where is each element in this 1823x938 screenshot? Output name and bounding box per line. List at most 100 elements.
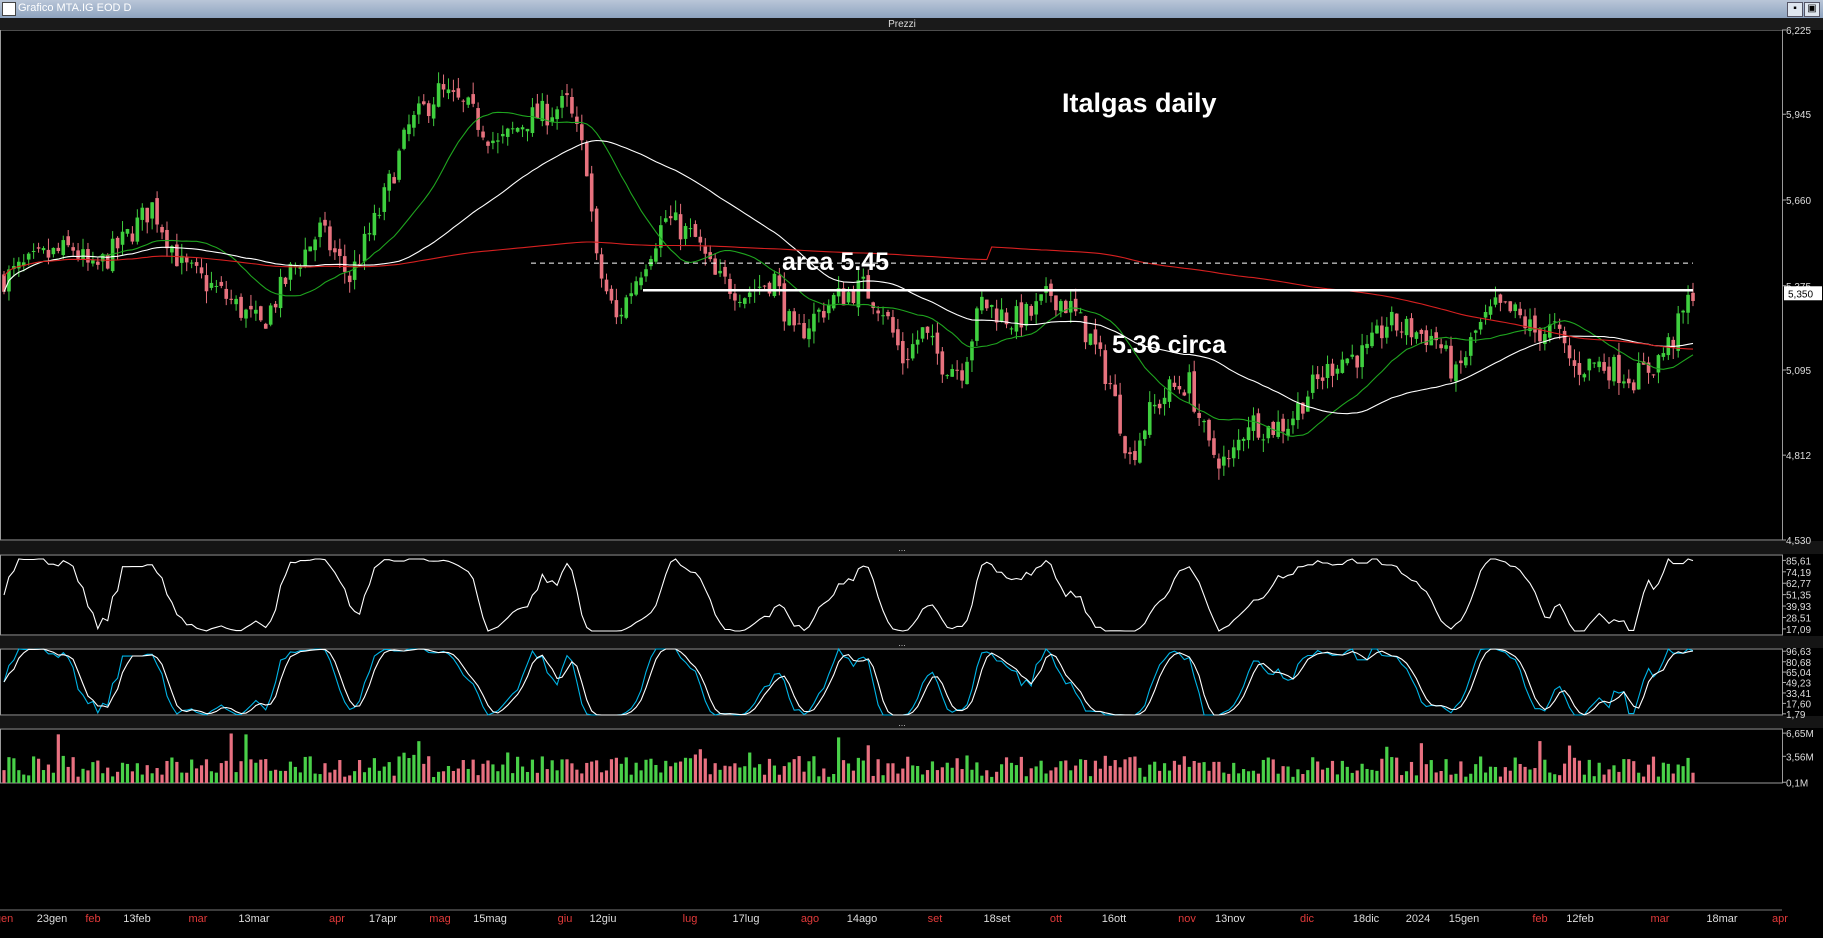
candle-body (1523, 316, 1527, 329)
x-axis-label: 23gen (37, 913, 68, 925)
volume-bar (1513, 757, 1517, 783)
candle-body (268, 305, 273, 325)
candle-body (491, 140, 495, 144)
candle-body (1454, 364, 1458, 382)
candle-body (165, 229, 169, 249)
candle-body (421, 101, 426, 105)
candle-body (540, 100, 545, 122)
maximize-button[interactable]: ▣ (1804, 2, 1820, 17)
volume-bar (619, 763, 623, 783)
stochastic-tick-label: 96,63 (1786, 647, 1811, 658)
volume-bar (1661, 762, 1665, 783)
volume-bar (1414, 775, 1419, 783)
volume-bar (634, 762, 638, 783)
candle-body (1676, 313, 1680, 351)
candle-body (175, 244, 179, 267)
volume-bar (76, 776, 80, 783)
x-axis-label: mar (189, 913, 208, 925)
volume-bar (891, 763, 895, 783)
candle-body (901, 341, 905, 364)
candle-body (1607, 366, 1611, 381)
volume-bar (1281, 766, 1285, 783)
volume-bar (1237, 773, 1241, 783)
candle-body (1543, 333, 1547, 344)
x-axis-label: 2024 (1406, 913, 1430, 925)
candle-body (1103, 350, 1108, 384)
candle-body (46, 249, 51, 258)
volume-bar (1503, 767, 1507, 783)
volume-bar (1562, 763, 1567, 783)
candle-body (550, 117, 554, 123)
candle-body (1464, 357, 1468, 366)
candle-body (1483, 312, 1488, 318)
candle-body (160, 226, 164, 233)
volume-bar (1498, 776, 1502, 783)
volume-bar (441, 771, 446, 783)
candle-body (397, 150, 401, 180)
candle-body (179, 255, 184, 263)
volume-bar (1622, 759, 1626, 783)
candle-body (1503, 301, 1508, 303)
annotation-area-545: area 5.45 (782, 248, 889, 276)
chart-area[interactable]: Prezzi......... Italgas daily area 5.45 5.… (0, 18, 1823, 933)
volume-bar (2, 770, 6, 783)
candle-body (1612, 356, 1616, 382)
candle-body (1301, 402, 1305, 414)
volume-bar (1291, 776, 1295, 783)
volume-bar (36, 758, 41, 783)
candle-body (1375, 325, 1379, 334)
volume-bar (1133, 756, 1137, 783)
volume-bar (599, 772, 604, 783)
candle-body (402, 129, 406, 149)
volume-bar (945, 762, 949, 783)
candle-body (614, 300, 619, 318)
restore-button[interactable]: ▪ (1787, 2, 1803, 17)
candle-body (530, 107, 535, 134)
x-axis-label: feb (1532, 913, 1547, 925)
candle-body (377, 214, 382, 216)
candle-body (1636, 362, 1641, 390)
candle-body (1626, 378, 1631, 384)
volume-bar (624, 757, 628, 783)
volume-bar (91, 762, 95, 783)
chart-title: Italgas daily (1062, 88, 1217, 118)
candle-body (866, 275, 871, 299)
x-axis-label: 12giu (590, 913, 617, 925)
volume-bar (1444, 759, 1448, 783)
volume-bar (1108, 765, 1112, 783)
candle-body (609, 288, 614, 301)
volume-bar (264, 759, 268, 783)
volume-bar (1271, 759, 1275, 783)
candle-body (668, 216, 673, 219)
stochastic-k-line (3, 647, 1694, 716)
volume-bar (609, 759, 614, 783)
candle-body (1246, 427, 1251, 441)
volume-bar (1419, 743, 1423, 783)
volume-bar (1306, 770, 1310, 783)
volume-bar (1567, 745, 1572, 783)
candle-body (446, 89, 451, 94)
volume-bar (683, 757, 688, 783)
candle-body (1059, 301, 1063, 312)
window-title: Grafico MTA.IG EOD D (18, 2, 132, 14)
volume-bar (199, 765, 204, 783)
candle-body (412, 114, 416, 128)
separator-grip: ... (898, 638, 906, 648)
volume-bar (1380, 758, 1384, 783)
volume-bar (170, 757, 174, 783)
chart-svg[interactable]: Prezzi......... Italgas daily area 5.45 5.… (0, 18, 1823, 933)
candle-body (1039, 294, 1043, 301)
volume-bar (708, 774, 712, 783)
candle-body (1251, 415, 1256, 431)
volume-bar (318, 774, 322, 783)
candle-body (1592, 362, 1597, 364)
volume-bar (1177, 764, 1181, 783)
candle-body (1622, 381, 1626, 384)
candle-body (273, 303, 278, 308)
candle-body (545, 103, 550, 126)
volume-bar (520, 766, 525, 783)
volume-bar (1113, 760, 1117, 783)
candle-body (723, 266, 727, 277)
candle-body (86, 249, 90, 263)
volume-bar (975, 762, 979, 783)
